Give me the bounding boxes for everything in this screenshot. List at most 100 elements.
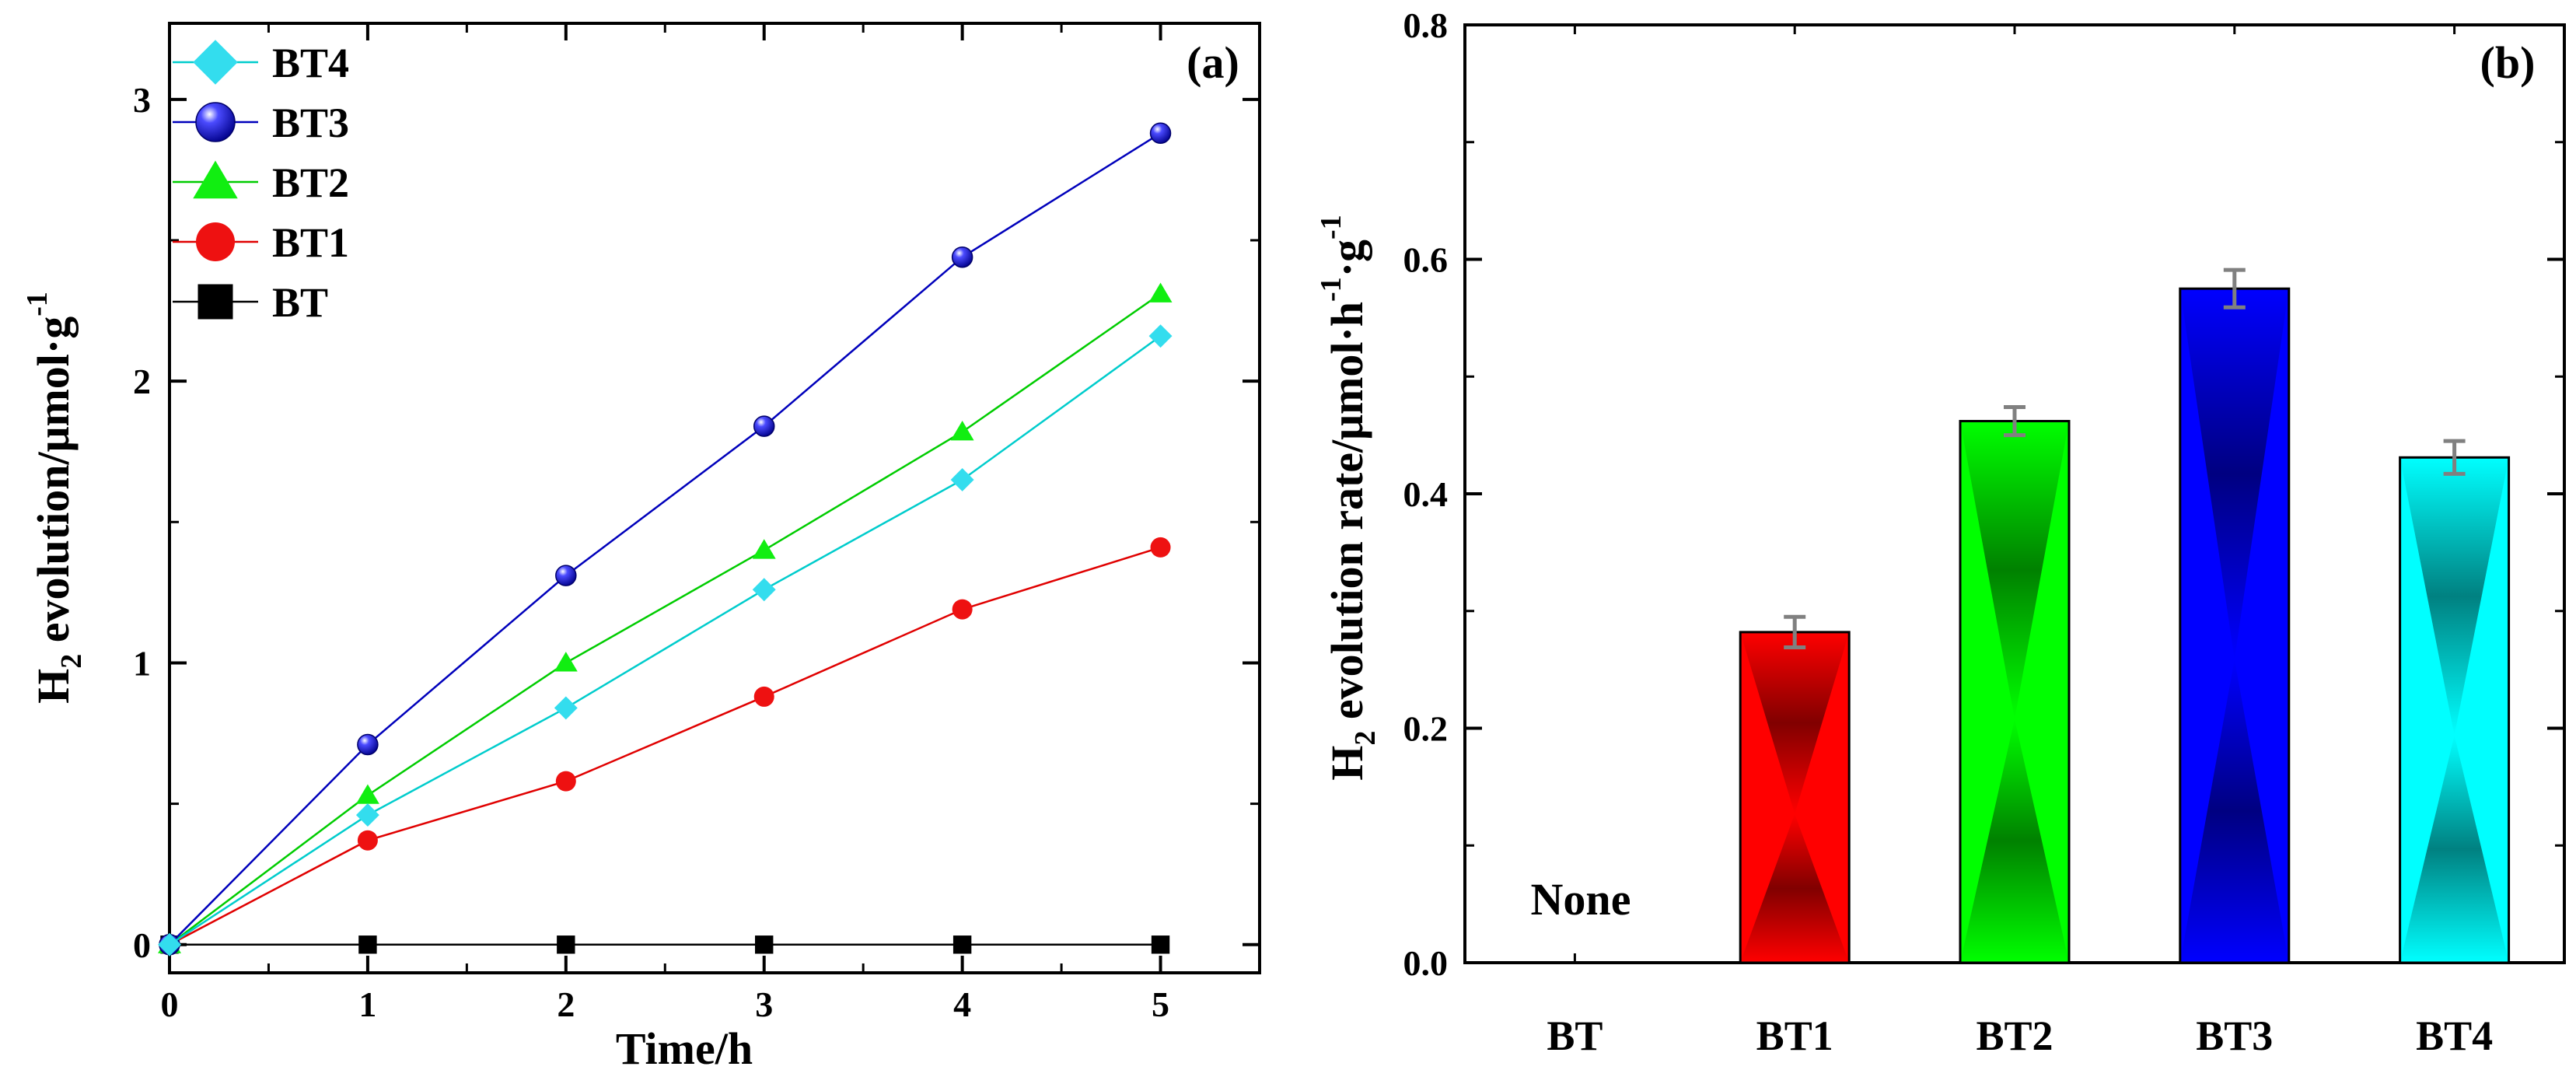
- panel-a-y-tick-label: 0: [133, 925, 151, 965]
- panel-b-y-ticks: 0.0 0.2 0.4 0.6 0.8: [1403, 5, 2564, 983]
- bar-shade-bottom: [1740, 813, 1850, 963]
- bar-shade-bottom: [2179, 659, 2289, 963]
- data-point-bt2: [1148, 282, 1173, 302]
- category-label-bt3: BT3: [2196, 1012, 2273, 1059]
- bar-shade-bottom: [1960, 719, 2069, 963]
- data-point-bt3: [1149, 122, 1172, 145]
- panel-a-x-tick-label: 2: [557, 984, 575, 1024]
- panel-b-ylabel-sup2: -1: [1315, 215, 1347, 240]
- bar-group-bt2: [1959, 404, 2071, 964]
- bar-shade-bottom: [2399, 735, 2509, 963]
- data-point-bt1: [357, 830, 378, 851]
- legend-label: BT1: [272, 219, 349, 266]
- category-label-bt1: BT1: [1756, 1012, 1833, 1059]
- panel-a-frame: [168, 22, 1261, 974]
- panel-b-ylabel-h: H: [1322, 746, 1372, 781]
- series-bt1: [159, 537, 1171, 955]
- legend-item-bt: BT: [173, 279, 328, 326]
- panel-a-x-tick-label: 3: [755, 984, 773, 1024]
- panel-a-y-ticks: 0 1 2 3: [133, 80, 1260, 965]
- panel-a-line-chart: 0 1 2 3 4 5 0 1 2 3 BT4 BT3 BT2 BT1 BT (a) Time/h H 2…: [21, 22, 1261, 1074]
- legend-marker-bt3: [195, 102, 236, 142]
- series-bt3: [159, 122, 1172, 956]
- series-line-bt2: [169, 292, 1162, 946]
- data-point-bt3: [753, 415, 775, 437]
- panel-a-x-tick-label: 5: [1152, 984, 1169, 1024]
- data-point-bt4: [1148, 324, 1173, 348]
- data-point-bt2: [950, 421, 974, 441]
- panel-a-y-tick-label: 3: [133, 80, 151, 120]
- legend-label: BT2: [272, 159, 349, 206]
- data-point-bt3: [357, 733, 379, 756]
- data-point-bt4: [554, 696, 578, 720]
- series-line-bt1: [169, 546, 1161, 946]
- panel-a-y-tick-label: 1: [133, 643, 151, 683]
- panel-a-x-axis-label: Time/h: [616, 1023, 753, 1074]
- bar-shade-top: [2179, 288, 2289, 659]
- data-point-bt4: [158, 932, 181, 956]
- legend-item-bt4: BT4: [173, 40, 349, 86]
- panel-a-x-tick-label: 0: [161, 984, 179, 1024]
- panel-a-legend: BT4 BT3 BT2 BT1 BT: [173, 40, 349, 326]
- panel-b-ylabel-mid: ·g: [1322, 240, 1372, 277]
- panel-b-y-tick-label: 0.0: [1403, 943, 1449, 983]
- panel-b-bars: [1739, 268, 2511, 964]
- panel-b-y-axis-label: H2 evolution rate/μmol·h-1·g-1: [1315, 215, 1382, 780]
- bar-shade-top: [1740, 631, 1850, 814]
- panel-a-series: [158, 122, 1173, 956]
- panel-b-bar-chart: 0.00.20.40.60.8 BT BT1 BT2 BT3 BT4 (b) None …: [1315, 5, 2566, 1059]
- panel-b-ylabel-sub: 2: [1349, 731, 1382, 746]
- panel-a-ylabel-sup: -1: [21, 292, 54, 316]
- data-point-bt: [1151, 935, 1170, 954]
- legend-item-bt3: BT3: [173, 100, 349, 146]
- data-point-bt1: [952, 599, 973, 620]
- legend-marker-bt4: [193, 40, 238, 85]
- data-point-bt3: [951, 246, 973, 268]
- legend-item-bt2: BT2: [173, 159, 349, 206]
- panel-b-ylabel-sup1: -1: [1315, 277, 1347, 302]
- panel-b-annotation-none: None: [1531, 874, 1631, 925]
- bar-group-bt4: [2399, 439, 2511, 964]
- panel-b-y-tick-label: 0.8: [1403, 5, 1449, 45]
- series-bt: [160, 935, 1170, 954]
- data-point-bt2: [355, 784, 379, 804]
- legend-label: BT4: [272, 40, 349, 86]
- category-label-bt4: BT4: [2416, 1012, 2493, 1059]
- data-point-bt3: [555, 565, 577, 586]
- panel-a-x-ticks: 0 1 2 3 4 5: [161, 23, 1169, 1024]
- legend-marker-bt: [197, 284, 233, 320]
- data-point-bt1: [1150, 537, 1171, 558]
- data-point-bt1: [555, 771, 576, 792]
- panel-a-y-tick-label: 2: [133, 362, 151, 401]
- data-point-bt2: [554, 652, 578, 672]
- panel-b-y-tick-label: 0.4: [1403, 474, 1449, 514]
- data-point-bt4: [950, 467, 974, 491]
- panel-b-y-tick-label: 0.6: [1403, 240, 1449, 280]
- panel-a-ylabel-rest: evolution/μmol·g: [28, 316, 79, 654]
- bar-shade-top: [2399, 457, 2509, 736]
- series-line-bt4: [169, 335, 1162, 946]
- legend-item-bt1: BT1: [173, 219, 349, 266]
- data-point-bt: [557, 935, 575, 954]
- data-point-bt: [952, 935, 972, 954]
- data-point-bt4: [355, 803, 379, 827]
- panel-a-x-tick-label: 4: [953, 984, 971, 1024]
- panel-b-label: (b): [2480, 37, 2536, 88]
- series-line-bt3: [169, 132, 1162, 946]
- bar-group-bt3: [2179, 268, 2291, 964]
- bar-shade-top: [1960, 421, 2069, 719]
- legend-marker-bt1: [196, 222, 235, 261]
- legend-marker-bt2: [193, 160, 238, 199]
- legend-label: BT: [272, 279, 328, 326]
- data-point-bt2: [752, 539, 776, 559]
- panel-a-x-tick-label: 1: [358, 984, 376, 1024]
- category-label-bt2: BT2: [1976, 1012, 2053, 1059]
- panel-b-category-labels: BT BT1 BT2 BT3 BT4: [1547, 1012, 2493, 1059]
- category-label-bt: BT: [1547, 1012, 1603, 1059]
- bar-group-bt1: [1739, 614, 1851, 964]
- data-point-bt: [358, 935, 377, 954]
- panel-a-label: (a): [1187, 37, 1239, 88]
- panel-a-ylabel-h: H: [28, 669, 79, 704]
- legend-label: BT3: [272, 100, 349, 146]
